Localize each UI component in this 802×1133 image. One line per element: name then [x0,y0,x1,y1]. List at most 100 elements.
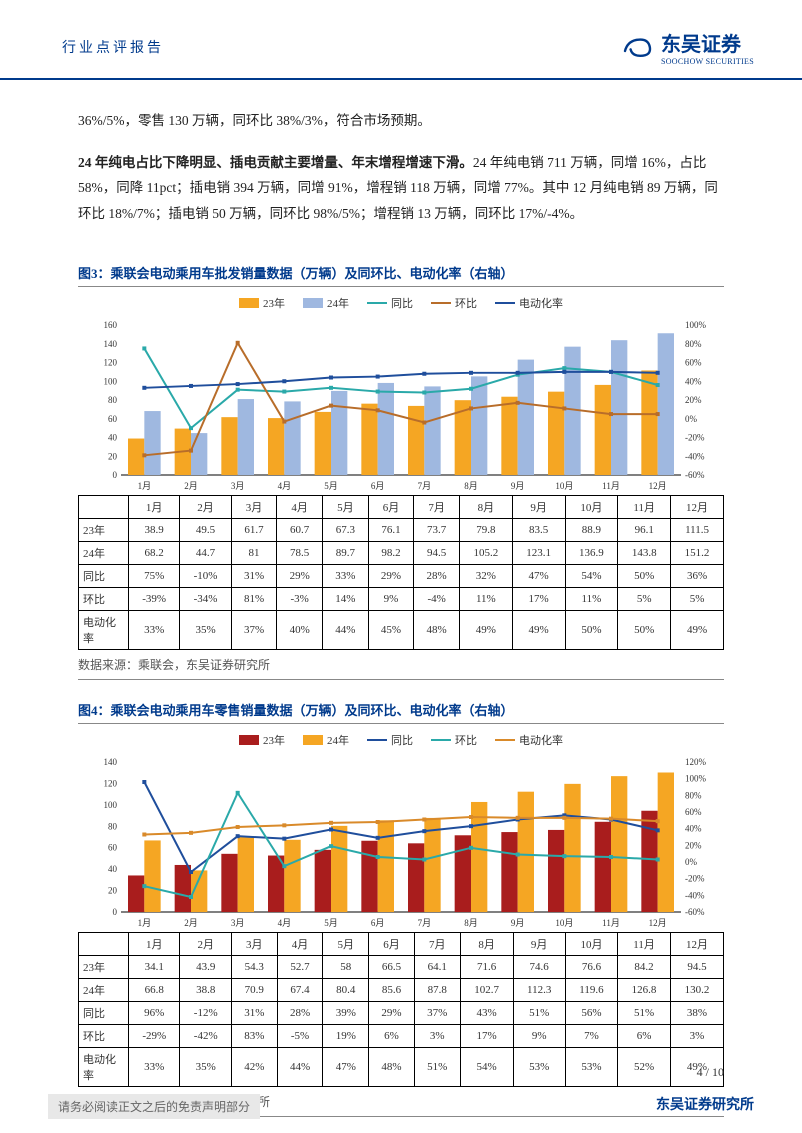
table-cell: 96% [129,1001,180,1024]
table-cell: 60.7 [277,518,323,541]
svg-text:11月: 11月 [602,918,620,928]
svg-text:160: 160 [104,320,118,330]
table-cell: 94.5 [670,955,723,978]
table-cell: 73.7 [414,518,460,541]
table-cell: 29% [369,1001,415,1024]
table-cell: 32% [459,564,512,587]
table-header-cell: 8月 [460,932,513,955]
svg-text:3月: 3月 [231,481,245,491]
table-header-cell: 5月 [323,495,369,518]
table-cell: 44.7 [180,541,231,564]
legend-swatch [495,739,515,741]
svg-text:80: 80 [108,395,118,405]
table-cell: 17% [512,587,565,610]
table-cell: -42% [180,1024,231,1047]
table-row: 环比-29%-42%83%-5%19%6%3%17%9%7%6%3% [79,1024,724,1047]
logo-swirl-icon [621,35,653,59]
svg-text:20%: 20% [685,840,702,850]
svg-text:7月: 7月 [418,481,432,491]
table-cell: 83% [231,1024,277,1047]
svg-text:0: 0 [113,907,118,917]
table-cell: 35% [180,610,231,649]
legend-swatch [303,735,323,745]
table-row: 环比-39%-34%81%-3%14%9%-4%11%17%11%5%5% [79,587,724,610]
page-number: 4 / 10 [0,1059,802,1086]
svg-text:120: 120 [104,357,118,367]
table-cell: 40% [277,610,323,649]
svg-text:40: 40 [108,432,118,442]
row-label: 电动化率 [79,610,129,649]
svg-text:5月: 5月 [324,481,338,491]
table-cell: 17% [460,1024,513,1047]
table-header-cell: 1月 [129,932,180,955]
table-header-cell: 11月 [618,495,671,518]
table-cell: 89.7 [323,541,369,564]
table-cell: 112.3 [513,978,565,1001]
legend-item: 同比 [367,732,413,748]
svg-text:7月: 7月 [418,918,432,928]
svg-text:120%: 120% [685,757,707,767]
table-cell: 81 [231,541,277,564]
row-label: 23年 [79,518,129,541]
svg-text:12月: 12月 [649,918,667,928]
table-cell: 81% [231,587,277,610]
legend-label: 23年 [263,732,285,748]
svg-text:9月: 9月 [511,481,525,491]
table-cell: 75% [129,564,180,587]
table-header-cell: 8月 [459,495,512,518]
svg-text:6月: 6月 [371,481,385,491]
table-cell: 80.4 [323,978,369,1001]
table-cell: 28% [414,564,460,587]
table-row: 电动化率33%35%37%40%44%45%48%49%49%50%50%49% [79,610,724,649]
svg-text:6月: 6月 [371,918,385,928]
page-footer: 4 / 10 请务必阅读正文之后的免责声明部分 东吴证券研究所 [0,1059,802,1133]
svg-text:8月: 8月 [464,918,478,928]
table-header-row: 1月2月3月4月5月6月7月8月9月10月11月12月 [79,495,724,518]
table-cell: 29% [277,564,323,587]
table-cell: 6% [618,1024,671,1047]
legend-item: 环比 [431,732,477,748]
svg-text:-40%: -40% [685,451,705,461]
table-row: 23年34.143.954.352.75866.564.171.674.676.… [79,955,724,978]
svg-text:12月: 12月 [649,481,667,491]
row-label: 同比 [79,1001,129,1024]
table-cell: 85.6 [369,978,415,1001]
table-cell: 9% [513,1024,565,1047]
table-row: 同比96%-12%31%28%39%29%37%43%51%56%51%38% [79,1001,724,1024]
table-cell: 50% [618,564,671,587]
table-cell: 39% [323,1001,369,1024]
table-cell: 29% [368,564,414,587]
table-cell: 37% [231,610,277,649]
table-header-cell: 5月 [323,932,369,955]
legend-label: 环比 [455,295,477,311]
svg-text:80: 80 [108,821,118,831]
table-cell: 34.1 [129,955,180,978]
legend-label: 同比 [391,732,413,748]
report-type: 行业点评报告 [62,37,164,57]
logo-text: 东吴证券 SOOCHOW SECURITIES [661,28,754,66]
table-header-cell: 4月 [277,495,323,518]
table-cell: 64.1 [414,955,460,978]
table-header-cell: 3月 [231,932,277,955]
table-cell: 70.9 [231,978,277,1001]
svg-text:40%: 40% [685,823,702,833]
svg-text:20: 20 [108,451,118,461]
table-header-cell: 9月 [512,495,565,518]
svg-text:20%: 20% [685,395,702,405]
chart3-table: 1月2月3月4月5月6月7月8月9月10月11月12月23年38.949.561… [78,495,724,650]
table-cell: 37% [414,1001,460,1024]
table-cell: 48% [414,610,460,649]
chart4-legend: 23年24年同比环比电动化率 [78,728,724,752]
table-cell: 11% [565,587,618,610]
legend-swatch [303,298,323,308]
table-cell: 36% [671,564,724,587]
table-header-cell: 4月 [277,932,323,955]
chart3-title: 图3：乘联会电动乘用车批发销量数据（万辆）及同环比、电动化率（右轴） [78,259,724,287]
svg-text:10月: 10月 [555,918,573,928]
table-row: 23年38.949.561.760.767.376.173.779.883.58… [79,518,724,541]
table-cell: 5% [618,587,671,610]
svg-text:10月: 10月 [555,481,573,491]
table-cell: -39% [129,587,180,610]
svg-text:-40%: -40% [685,890,705,900]
legend-item: 24年 [303,295,349,311]
